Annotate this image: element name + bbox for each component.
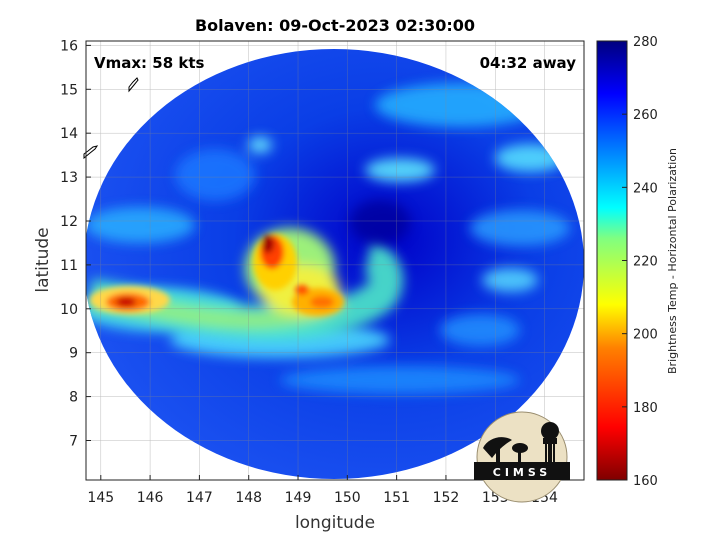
colorbar-tick-label: 160 bbox=[633, 474, 658, 489]
y-tick-labels: 7 8 9 10 11 12 13 14 15 16 bbox=[60, 38, 91, 449]
x-tick-label: 148 bbox=[235, 490, 262, 506]
x-tick-label: 146 bbox=[137, 490, 164, 506]
y-tick-label: 8 bbox=[69, 390, 78, 406]
y-tick-label: 15 bbox=[60, 82, 78, 98]
colorbar-ticks: 160 180 200 220 240 260 280 bbox=[622, 35, 658, 489]
y-tick-label: 16 bbox=[60, 38, 78, 54]
chart-title: Bolaven: 09-Oct-2023 02:30:00 bbox=[195, 16, 475, 35]
x-axis-label: longitude bbox=[295, 513, 375, 533]
x-tick-labels: 145 146 147 148 149 150 151 152 153 154 bbox=[87, 475, 558, 506]
plot-frame bbox=[85, 40, 585, 481]
x-tick-label: 152 bbox=[433, 490, 460, 506]
x-tick-label: 149 bbox=[285, 490, 312, 506]
grid bbox=[86, 41, 584, 480]
y-tick-label: 7 bbox=[69, 433, 78, 449]
y-tick-label: 9 bbox=[69, 346, 78, 362]
y-tick-label: 10 bbox=[60, 302, 78, 318]
logo-text: CIMSS bbox=[493, 466, 551, 479]
vmax-annotation: Vmax: 58 kts bbox=[94, 54, 204, 72]
colorbar-tick-label: 200 bbox=[633, 328, 658, 343]
cimss-logo: CIMSS bbox=[474, 411, 570, 503]
colorbar-label: Brightness Temp - Horizontal Polarizatio… bbox=[666, 148, 679, 374]
y-tick-label: 11 bbox=[60, 258, 78, 274]
x-tick-label: 147 bbox=[186, 490, 213, 506]
colorbar-tick-label: 240 bbox=[633, 181, 658, 196]
time-away-annotation: 04:32 away bbox=[480, 54, 577, 72]
colorbar-tick-label: 280 bbox=[633, 35, 658, 50]
coastline-outline bbox=[83, 77, 139, 160]
x-tick-label: 151 bbox=[383, 490, 410, 506]
colorbar-tick-label: 220 bbox=[633, 255, 658, 270]
y-axis-label: latitude bbox=[33, 227, 53, 292]
y-tick-label: 14 bbox=[60, 126, 78, 142]
brightness-temperature-image bbox=[86, 49, 584, 479]
colorbar-tick-label: 180 bbox=[633, 401, 658, 416]
y-tick-label: 12 bbox=[60, 214, 78, 230]
colorbar: 160 180 200 220 240 260 280 Brightness Temp - … bbox=[596, 35, 679, 489]
y-tick-label: 13 bbox=[60, 170, 78, 186]
colorbar-tick-label: 260 bbox=[633, 108, 658, 123]
x-tick-label: 145 bbox=[87, 490, 114, 506]
x-tick-label: 150 bbox=[334, 490, 361, 506]
